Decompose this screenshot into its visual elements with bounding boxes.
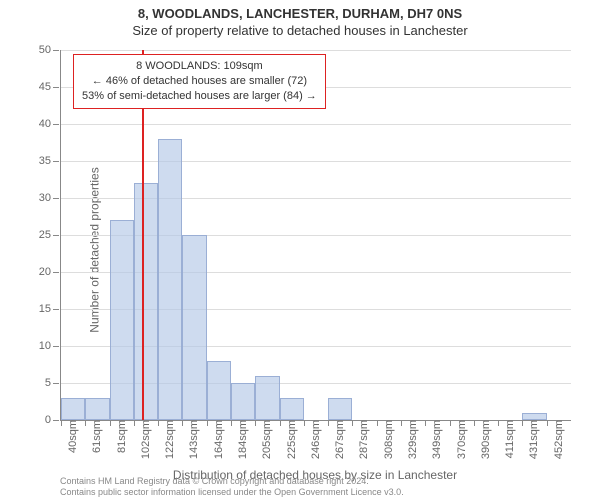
attribution: Contains HM Land Registry data © Crown c…	[60, 476, 404, 498]
histogram-bar	[255, 376, 279, 420]
x-tick-label: 431sqm	[524, 420, 540, 459]
histogram-bar	[134, 183, 158, 420]
y-tick-label: 40	[39, 118, 61, 130]
x-tick-label: 225sqm	[282, 420, 298, 459]
y-tick-label: 15	[39, 303, 61, 315]
histogram-bar	[61, 398, 85, 420]
x-tick	[280, 420, 281, 426]
x-tick	[231, 420, 232, 426]
x-tick	[328, 420, 329, 426]
x-tick	[304, 420, 305, 426]
gridline	[61, 50, 571, 51]
gridline	[61, 161, 571, 162]
x-tick-label: 61sqm	[87, 420, 103, 453]
y-tick-label: 45	[39, 81, 61, 93]
x-tick-label: 267sqm	[330, 420, 346, 459]
x-tick-label: 184sqm	[233, 420, 249, 459]
x-tick-label: 329sqm	[403, 420, 419, 459]
attribution-line-1: Contains HM Land Registry data © Crown c…	[60, 476, 404, 487]
y-tick-label: 50	[39, 44, 61, 56]
x-tick	[498, 420, 499, 426]
histogram-bar	[158, 139, 182, 420]
x-tick-label: 205sqm	[257, 420, 273, 459]
x-tick	[110, 420, 111, 426]
x-tick-label: 308sqm	[379, 420, 395, 459]
histogram-bar	[85, 398, 109, 420]
y-tick-label: 10	[39, 340, 61, 352]
y-tick-label: 5	[45, 377, 61, 389]
histogram-bar	[110, 220, 134, 420]
x-tick	[134, 420, 135, 426]
x-tick	[474, 420, 475, 426]
marker-callout: 8 WOODLANDS: 109sqm ← 46% of detached ho…	[73, 54, 326, 109]
x-tick-label: 246sqm	[306, 420, 322, 459]
x-tick-label: 164sqm	[209, 420, 225, 459]
histogram-bar	[280, 398, 304, 420]
x-tick-label: 452sqm	[549, 420, 565, 459]
y-tick-label: 0	[45, 414, 61, 426]
x-tick-label: 40sqm	[63, 420, 79, 453]
x-tick-label: 287sqm	[354, 420, 370, 459]
y-tick-label: 20	[39, 266, 61, 278]
x-tick	[207, 420, 208, 426]
x-tick-label: 370sqm	[452, 420, 468, 459]
x-tick	[401, 420, 402, 426]
x-tick	[377, 420, 378, 426]
histogram-bar	[207, 361, 231, 420]
x-tick	[158, 420, 159, 426]
y-tick-label: 35	[39, 155, 61, 167]
histogram-bar	[182, 235, 206, 420]
x-tick-label: 349sqm	[427, 420, 443, 459]
x-tick-label: 411sqm	[500, 420, 516, 458]
x-tick	[61, 420, 62, 426]
histogram-bar	[231, 383, 255, 420]
chart-subtitle: Size of property relative to detached ho…	[0, 23, 600, 38]
x-tick-label: 143sqm	[184, 420, 200, 459]
figure: { "title": "8, WOODLANDS, LANCHESTER, DU…	[0, 0, 600, 500]
histogram-bar	[328, 398, 352, 420]
x-tick	[547, 420, 548, 426]
x-tick-label: 81sqm	[112, 420, 128, 453]
callout-line-3: 53% of semi-detached houses are larger (…	[82, 89, 317, 104]
gridline	[61, 124, 571, 125]
x-tick-label: 390sqm	[476, 420, 492, 459]
y-tick-label: 30	[39, 192, 61, 204]
callout-line-2: ← 46% of detached houses are smaller (72…	[82, 74, 317, 89]
y-tick-label: 25	[39, 229, 61, 241]
x-tick-label: 102sqm	[136, 420, 152, 459]
histogram-bar	[522, 413, 546, 420]
callout-line-1: 8 WOODLANDS: 109sqm	[82, 59, 317, 74]
plot-area: 0510152025303540455040sqm61sqm81sqm102sq…	[60, 50, 571, 421]
chart-title: 8, WOODLANDS, LANCHESTER, DURHAM, DH7 0N…	[0, 0, 600, 21]
x-tick-label: 122sqm	[160, 420, 176, 459]
x-tick	[450, 420, 451, 426]
attribution-line-2: Contains public sector information licen…	[60, 487, 404, 498]
